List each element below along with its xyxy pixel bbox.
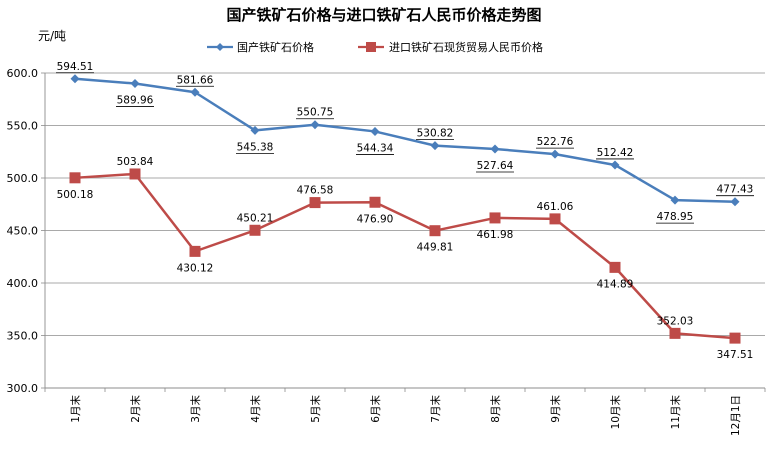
x-tick-label: 11月末 [669, 395, 682, 430]
y-tick-label: 300.0 [7, 382, 39, 395]
data-point [609, 261, 621, 273]
data-point [190, 87, 200, 97]
data-label: 449.81 [417, 242, 454, 254]
y-tick-label: 350.0 [7, 330, 39, 343]
data-label: 550.75 [297, 107, 334, 119]
gridlines [45, 72, 765, 336]
legend-marker-domestic [216, 43, 224, 51]
data-label: 414.89 [597, 278, 634, 290]
data-label: 461.06 [537, 201, 574, 213]
data-label: 581.66 [177, 74, 214, 86]
data-point [309, 197, 321, 209]
y-tick-label: 450.0 [7, 225, 39, 238]
data-label: 478.95 [657, 211, 694, 223]
data-point [69, 172, 81, 184]
legend-label-import: 进口铁矿石现货贸易人民币价格 [389, 40, 543, 54]
chart-title: 国产铁矿石价格与进口铁矿石人民币价格走势图 [226, 6, 541, 24]
x-tick-label: 5月末 [309, 395, 322, 423]
data-labels: 594.51 589.96 581.66 545.38 550.75 544.34 530.… [56, 61, 754, 361]
y-tick-label: 600.0 [7, 67, 39, 80]
x-tick-label: 12月1日 [730, 395, 742, 436]
data-point [550, 149, 560, 159]
legend-item-import: 进口铁矿石现货贸易人民币价格 [358, 40, 543, 54]
data-point [489, 212, 501, 224]
data-label: 530.82 [417, 128, 454, 140]
data-point [670, 195, 680, 205]
data-point [129, 168, 141, 180]
x-tick-label: 8月末 [489, 395, 502, 423]
y-tick-label: 400.0 [7, 277, 39, 290]
x-tick-label: 1月末 [69, 395, 82, 423]
legend: 国产铁矿石价格 进口铁矿石现货贸易人民币价格 [207, 40, 543, 54]
y-tick-label: 550.0 [7, 120, 39, 133]
data-label: 461.98 [477, 229, 514, 241]
axes [41, 72, 766, 392]
data-label: 352.03 [657, 315, 694, 327]
data-label: 476.90 [357, 213, 394, 225]
data-label: 522.76 [537, 136, 574, 148]
data-point [490, 144, 500, 154]
data-label: 477.43 [717, 184, 754, 196]
data-label: 545.38 [237, 141, 274, 153]
x-axis-ticks: 1月末 2月末 3月末 4月末 5月末 6月末 7月末 8月末 9月末 10月末 11月末 12月1日 [69, 395, 742, 437]
data-point [70, 74, 80, 84]
y-tick-label: 500.0 [7, 172, 39, 185]
x-tick-label: 3月末 [189, 395, 202, 423]
data-point [729, 332, 741, 344]
data-label: 512.42 [597, 147, 634, 159]
data-label: 500.18 [57, 189, 94, 201]
legend-item-domestic: 国产铁矿石价格 [207, 40, 314, 54]
data-point [370, 126, 380, 136]
x-tick-label: 7月末 [429, 395, 442, 423]
x-tick-label: 4月末 [249, 395, 262, 423]
data-label: 527.64 [477, 160, 514, 172]
y-axis-unit-label: 元/吨 [38, 29, 66, 43]
data-point [369, 196, 381, 208]
series-line [74, 77, 736, 203]
data-point [249, 224, 261, 236]
data-label: 430.12 [177, 262, 214, 274]
data-label: 347.51 [717, 349, 754, 361]
x-tick-label: 2月末 [129, 395, 142, 423]
data-label: 476.58 [297, 185, 334, 197]
data-label: 503.84 [117, 156, 154, 168]
data-point [250, 125, 260, 135]
x-tick-label: 9月末 [549, 395, 562, 423]
legend-label-domestic: 国产铁矿石价格 [237, 40, 314, 54]
legend-marker-import [366, 42, 376, 52]
data-point [310, 120, 320, 130]
data-point [669, 327, 681, 339]
data-point [430, 141, 440, 151]
data-point [549, 213, 561, 225]
y-axis-ticks: 300.0 350.0 400.0 450.0 500.0 550.0 600.0 [7, 67, 39, 395]
data-label: 450.21 [237, 212, 274, 224]
data-label: 589.96 [117, 95, 154, 107]
data-point [610, 160, 620, 170]
x-tick-label: 10月末 [609, 395, 622, 430]
data-label: 594.51 [57, 61, 94, 73]
x-tick-label: 6月末 [369, 395, 382, 423]
series [69, 74, 741, 344]
data-point [429, 225, 441, 237]
data-point [189, 245, 201, 257]
data-point [130, 79, 140, 89]
series-line [74, 172, 736, 340]
data-label: 544.34 [357, 142, 394, 154]
data-point [730, 197, 740, 207]
